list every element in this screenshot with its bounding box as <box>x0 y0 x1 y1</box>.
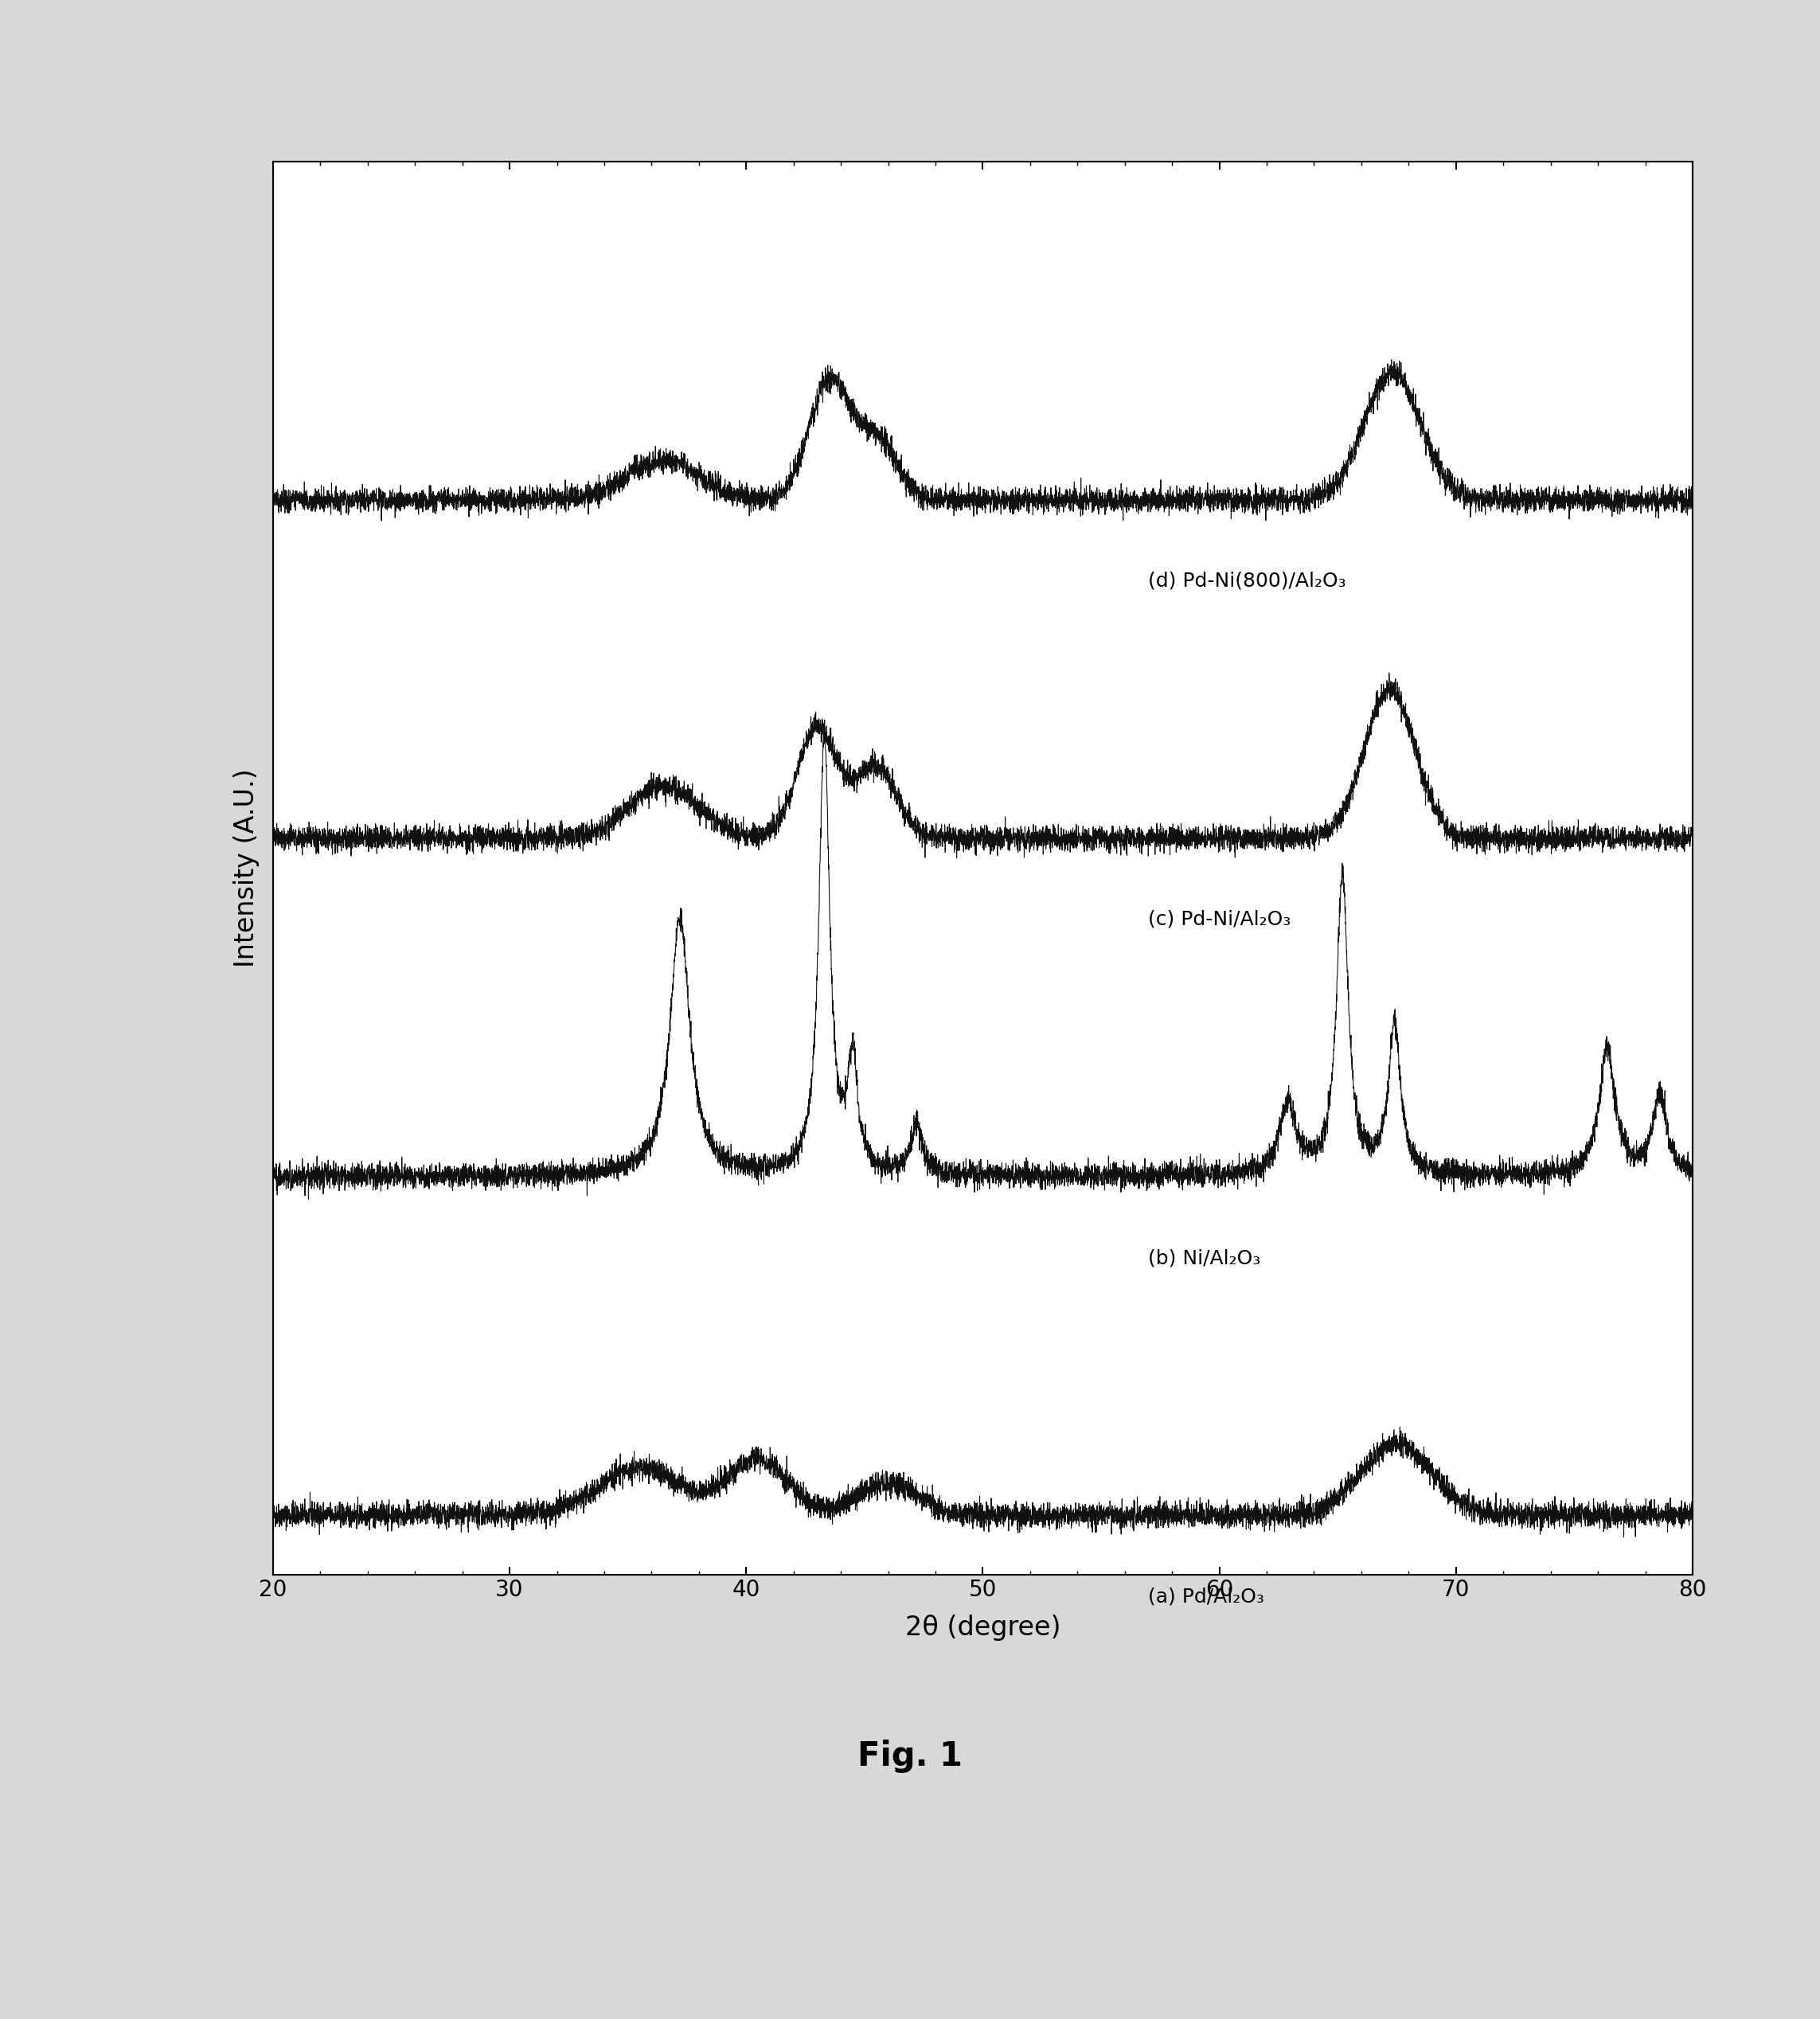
Y-axis label: Intensity (A.U.): Intensity (A.U.) <box>233 769 260 967</box>
Text: (b) Ni/Al₂O₃: (b) Ni/Al₂O₃ <box>1148 1248 1261 1268</box>
Text: (d) Pd-Ni(800)/Al₂O₃: (d) Pd-Ni(800)/Al₂O₃ <box>1148 571 1347 592</box>
Text: (a) Pd/Al₂O₃: (a) Pd/Al₂O₃ <box>1148 1587 1265 1605</box>
X-axis label: 2θ (degree): 2θ (degree) <box>905 1615 1061 1641</box>
Text: (c) Pd-Ni/Al₂O₃: (c) Pd-Ni/Al₂O₃ <box>1148 911 1290 929</box>
Text: Fig. 1: Fig. 1 <box>857 1740 963 1773</box>
